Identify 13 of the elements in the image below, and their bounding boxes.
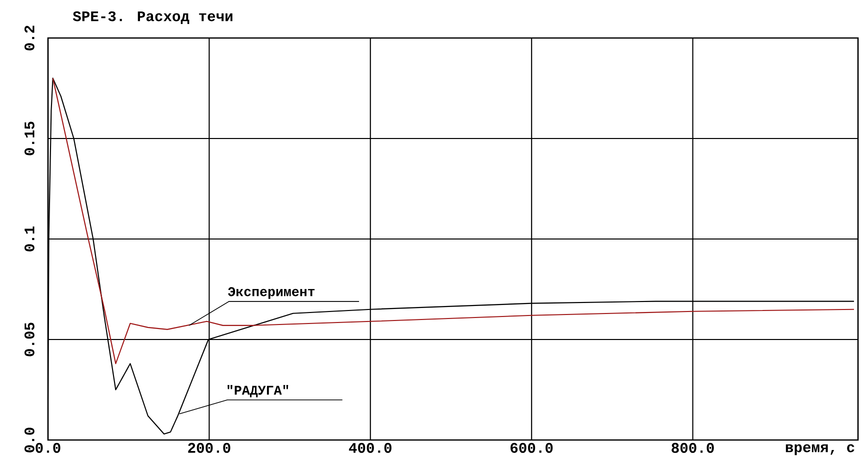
- x-tick-label: 0.0: [36, 442, 60, 453]
- y-tick-label: 0.1: [24, 226, 34, 252]
- x-tick-label: 600.0: [510, 442, 553, 453]
- chart-title: SPE-3. Расход течи: [72, 11, 232, 24]
- annotation: "РАДУГА": [228, 384, 288, 398]
- x-tick-label: 400.0: [348, 442, 392, 453]
- annotation: Эксперимент: [228, 287, 315, 299]
- x-axis-title: время, с: [786, 444, 854, 456]
- x-tick-label: 200.0: [188, 442, 230, 453]
- y-tick-label: 0.05: [24, 322, 34, 356]
- y-tick-label: 0.15: [24, 122, 34, 156]
- x-tick-label: 800.0: [672, 442, 714, 453]
- y-tick-label: 0.2: [24, 26, 34, 50]
